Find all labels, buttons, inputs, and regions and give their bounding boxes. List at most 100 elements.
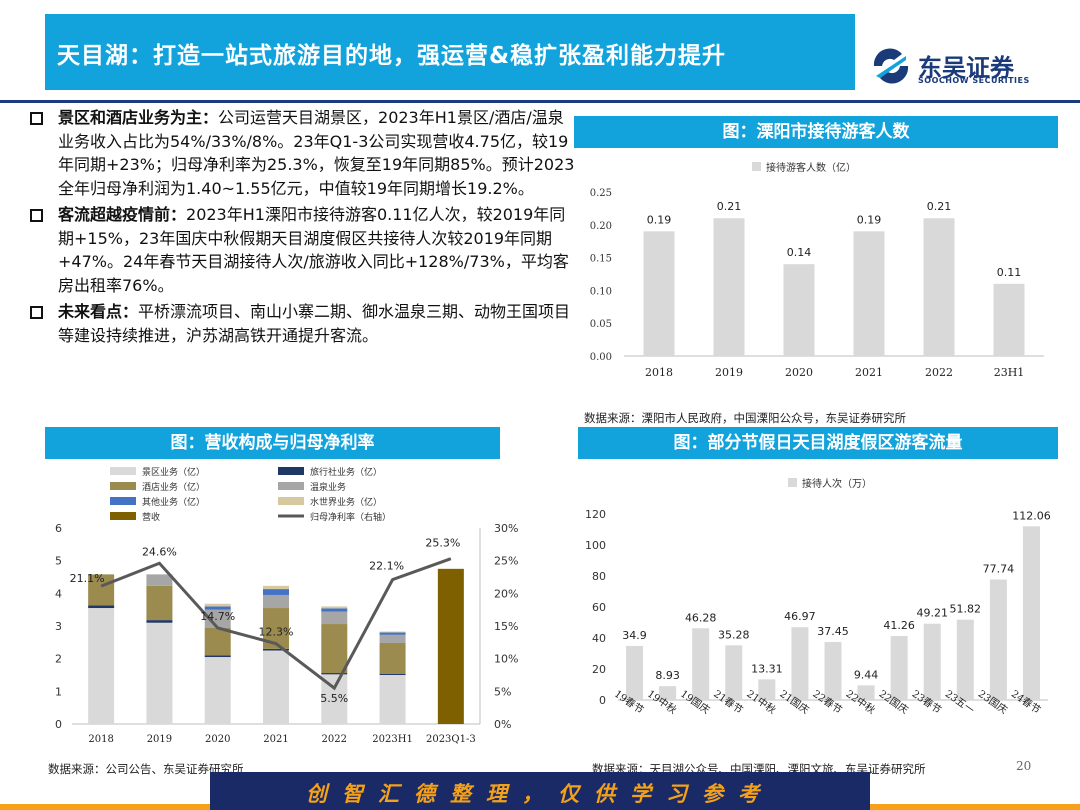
bar-segment bbox=[263, 594, 289, 609]
legend-swatch bbox=[278, 467, 304, 475]
bar bbox=[890, 636, 908, 700]
logo: 东吴证券 SOOCHOW SECURITIES bbox=[870, 44, 1070, 90]
bullet-item: 景区和酒店业务为主：公司运营天目湖景区，2023年H1景区/酒店/温泉业务收入占… bbox=[28, 106, 576, 200]
bullet-item: 客流超越疫情前：2023年H1溧阳市接待游客0.11亿人次，较2019年同期+1… bbox=[28, 203, 576, 297]
legend-swatch bbox=[110, 512, 136, 520]
legend-swatch bbox=[278, 482, 304, 490]
x-tick-label: 2020 bbox=[205, 734, 230, 745]
y-tick-label: 40 bbox=[592, 632, 606, 645]
legend-label: 旅行社业务（亿） bbox=[310, 466, 382, 478]
bar bbox=[956, 619, 974, 700]
checkbox-icon bbox=[30, 209, 43, 222]
x-tick-label: 2019 bbox=[147, 734, 172, 745]
data-label: 41.26 bbox=[883, 619, 915, 632]
line-data-label: 24.6% bbox=[142, 545, 177, 558]
data-label: 34.9 bbox=[622, 629, 647, 642]
bar bbox=[989, 579, 1007, 700]
legend-label: 温泉业务 bbox=[310, 481, 346, 493]
legend-label: 其他业务（亿） bbox=[142, 496, 205, 508]
bar bbox=[993, 283, 1025, 356]
bar-segment bbox=[146, 622, 173, 724]
y-tick-label: 2 bbox=[55, 653, 62, 666]
bar bbox=[824, 641, 842, 700]
legend-swatch bbox=[752, 162, 761, 171]
bar bbox=[923, 218, 955, 356]
bar bbox=[725, 645, 743, 700]
bullet-body: 平桥漂流项目、南山小寨二期、御水温泉三期、动物王国项目等建设持续推进，沪苏湖高铁… bbox=[58, 302, 571, 345]
bullet-list: 景区和酒店业务为主：公司运营天目湖景区，2023年H1景区/酒店/温泉业务收入占… bbox=[28, 106, 576, 350]
bar bbox=[923, 623, 941, 700]
data-label: 9.44 bbox=[854, 668, 879, 681]
footer-banner: 创智汇德整理，仅供学习参考 bbox=[210, 772, 870, 810]
bar-segment bbox=[379, 642, 406, 675]
y-tick-label: 6 bbox=[55, 522, 62, 535]
legend-label: 接待人次（万） bbox=[802, 477, 872, 490]
x-tick-label: 2021 bbox=[263, 734, 288, 745]
holiday-chart-title: 图：部分节假日天目湖度假区游客流量 bbox=[578, 427, 1058, 459]
y-tick-label: 60 bbox=[592, 601, 606, 614]
y2-tick-label: 30% bbox=[494, 522, 518, 535]
line-data-label: 5.5% bbox=[320, 692, 348, 705]
holiday-chart: 接待人次（万）02040608010012034.919春节8.9319中秋46… bbox=[585, 477, 1051, 716]
data-label: 51.82 bbox=[950, 603, 982, 616]
bar bbox=[783, 264, 815, 356]
footer-banner-text: 创智汇德整理，仅供学习参考 bbox=[306, 782, 774, 806]
data-label: 77.74 bbox=[983, 563, 1015, 576]
bullet-body: 2023年H1溧阳市接待游客0.11亿人次，较2019年同期+15%，23年国庆… bbox=[58, 205, 569, 295]
y-tick-label: 0 bbox=[55, 718, 62, 731]
bar-segment bbox=[204, 603, 231, 607]
tourists-chart-title: 图：溧阳市接待游客人数 bbox=[574, 116, 1058, 148]
y-tick-label: 120 bbox=[585, 508, 606, 521]
y2-tick-label: 25% bbox=[494, 555, 518, 568]
line-data-label: 22.1% bbox=[369, 560, 404, 573]
data-label: 0.11 bbox=[997, 266, 1022, 279]
bar-segment bbox=[204, 606, 231, 610]
y2-tick-label: 10% bbox=[494, 653, 518, 666]
bar-segment bbox=[379, 634, 406, 643]
line-data-label: 21.1% bbox=[70, 572, 105, 585]
y-tick-label: 20 bbox=[592, 663, 606, 676]
bar bbox=[1022, 526, 1040, 700]
x-tick-label: 2023H1 bbox=[372, 734, 413, 745]
y2-tick-label: 0% bbox=[494, 718, 511, 731]
data-label: 46.97 bbox=[784, 610, 816, 623]
bar-segment bbox=[263, 585, 289, 590]
y-tick-label: 1 bbox=[55, 685, 62, 698]
legend-label: 接待游客人数（亿） bbox=[766, 161, 856, 174]
data-label: 13.31 bbox=[751, 662, 783, 675]
legend-label: 营收 bbox=[142, 511, 160, 523]
bar bbox=[853, 231, 885, 356]
y-tick-label: 4 bbox=[55, 587, 62, 600]
legend-label: 归母净利率（右轴） bbox=[310, 511, 391, 523]
margin-line bbox=[100, 557, 452, 691]
title-bar: 天目湖：打造一站式旅游目的地，强运营&稳扩张盈利能力提升 bbox=[45, 14, 855, 90]
line-data-label: 25.3% bbox=[425, 537, 460, 550]
y-tick-label: 0.15 bbox=[590, 254, 612, 265]
bar bbox=[713, 218, 745, 356]
y-tick-label: 0 bbox=[599, 694, 606, 707]
bar-segment bbox=[437, 568, 464, 724]
page-number: 20 bbox=[1016, 759, 1032, 773]
y2-tick-label: 20% bbox=[494, 587, 518, 600]
y-tick-label: 80 bbox=[592, 570, 606, 583]
bar-segment bbox=[321, 611, 348, 625]
bar-segment bbox=[379, 675, 406, 724]
bar bbox=[791, 627, 809, 700]
bar bbox=[692, 628, 710, 700]
bar bbox=[659, 686, 677, 700]
data-label: 112.06 bbox=[1012, 509, 1051, 522]
bar-segment bbox=[204, 609, 231, 628]
data-label: 46.28 bbox=[685, 611, 717, 624]
y-tick-label: 5 bbox=[55, 555, 62, 568]
tourists-chart: 接待游客人数（亿） 0.00 0.05 0.10 0.15 0.20 0.25 0.19 201… bbox=[590, 161, 1044, 379]
bar-segment bbox=[321, 624, 348, 674]
logo-text-cn: 东吴证券 bbox=[918, 54, 1014, 82]
y2-tick-label: 5% bbox=[494, 685, 511, 698]
bar-segment bbox=[263, 650, 289, 724]
bar bbox=[857, 685, 875, 700]
y-tick-label: 100 bbox=[585, 539, 606, 552]
bar-segment bbox=[379, 631, 406, 633]
bullet-head: 未来看点： bbox=[58, 302, 139, 321]
legend-label: 酒店业务（亿） bbox=[142, 481, 205, 493]
legend-swatch bbox=[278, 497, 304, 505]
